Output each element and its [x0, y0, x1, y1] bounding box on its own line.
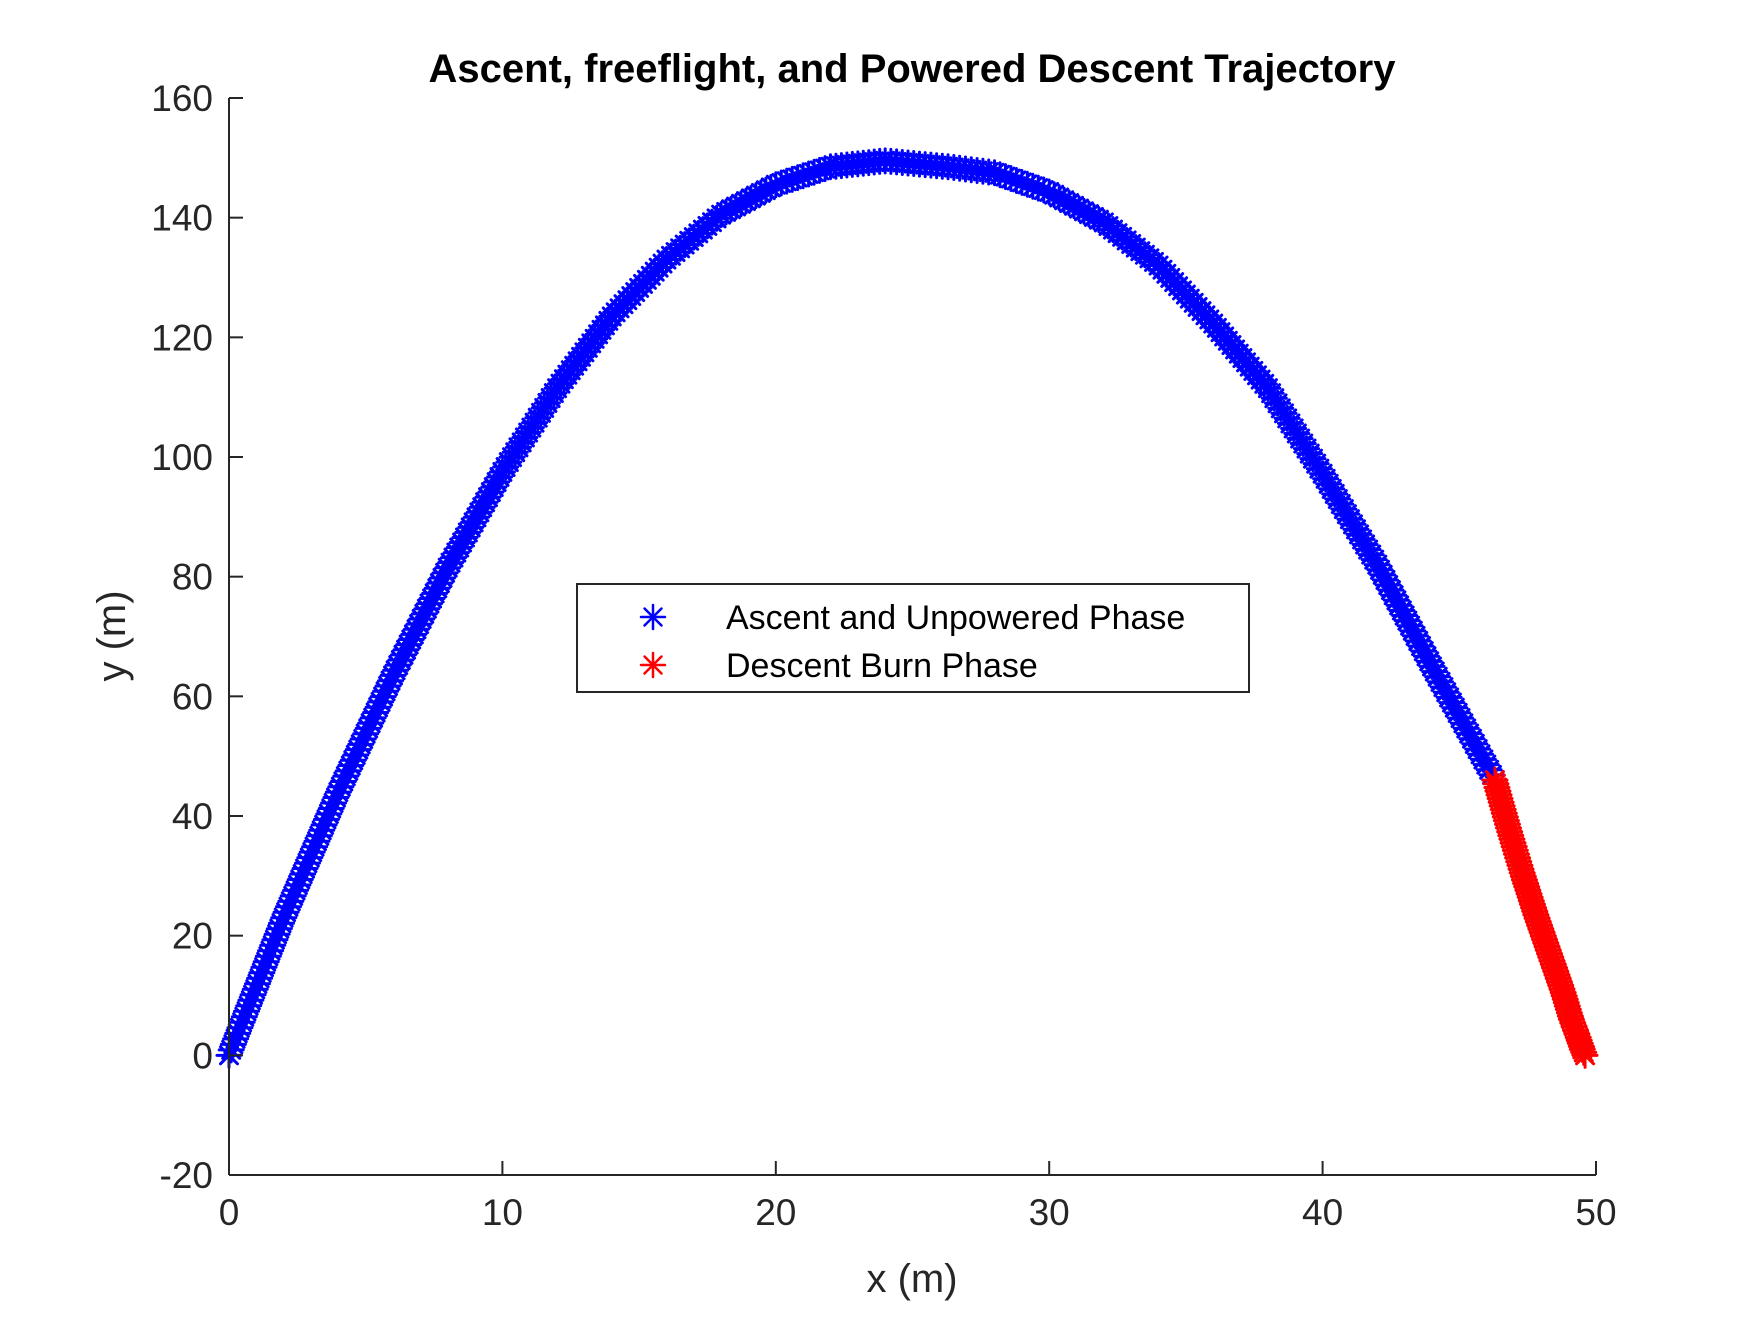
series-0	[215, 147, 1509, 1069]
y-tick-label: 80	[172, 557, 213, 598]
data-point	[1571, 1041, 1599, 1069]
y-tick-label: 140	[151, 198, 213, 239]
x-axis-label: x (m)	[866, 1257, 957, 1301]
axes	[228, 98, 1596, 1176]
x-tick-label: 0	[219, 1192, 240, 1233]
legend-label-ascent: Ascent and Unpowered Phase	[726, 599, 1185, 637]
x-tick-label: 20	[755, 1192, 796, 1233]
y-tick-label: 40	[172, 796, 213, 837]
chart-title: Ascent, freeflight, and Powered Descent …	[429, 47, 1397, 91]
plot-data-layer	[215, 147, 1599, 1069]
y-axis-label: y (m)	[90, 590, 134, 681]
x-tick-label: 40	[1302, 1192, 1343, 1233]
x-tick-label: 30	[1029, 1192, 1070, 1233]
y-tick-label: 60	[172, 676, 213, 717]
legend-marker-ascent	[639, 603, 667, 631]
y-tick-label: 100	[151, 437, 213, 478]
y-tick-label: 120	[151, 317, 213, 358]
legend-label-descent: Descent Burn Phase	[726, 647, 1038, 685]
y-tick-label: 160	[151, 78, 213, 119]
y-tick-label: 0	[192, 1035, 213, 1076]
x-tick-label: 50	[1575, 1192, 1616, 1233]
series-1	[1481, 766, 1599, 1069]
x-tick-label: 10	[482, 1192, 523, 1233]
legend-marker-descent	[639, 651, 667, 679]
legend-marker-icon	[639, 603, 667, 631]
y-tick-label: -20	[160, 1155, 213, 1196]
legend-marker-icon	[639, 651, 667, 679]
legend: Ascent and Unpowered Phase Descent Burn …	[576, 583, 1250, 693]
y-tick-label: 20	[172, 916, 213, 957]
legend-box	[576, 583, 1250, 693]
